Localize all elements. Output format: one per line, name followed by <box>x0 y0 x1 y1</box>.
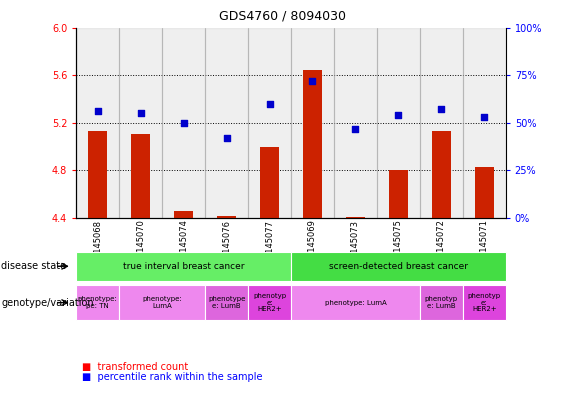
Bar <box>248 28 291 218</box>
Text: phenotyp
e:
HER2+: phenotyp e: HER2+ <box>253 293 286 312</box>
Point <box>351 125 360 132</box>
Bar <box>76 28 119 218</box>
Text: phenotype
e: LumB: phenotype e: LumB <box>208 296 245 309</box>
Text: disease state: disease state <box>1 261 66 271</box>
Point <box>394 112 403 118</box>
Bar <box>377 28 420 218</box>
Bar <box>205 28 248 218</box>
Text: phenotyp
e:
HER2+: phenotyp e: HER2+ <box>468 293 501 312</box>
Text: screen-detected breast cancer: screen-detected breast cancer <box>329 262 468 271</box>
Text: genotype/variation: genotype/variation <box>1 298 94 308</box>
Text: GDS4760 / 8094030: GDS4760 / 8094030 <box>219 10 346 23</box>
Bar <box>174 211 193 218</box>
Point <box>437 107 446 113</box>
Bar <box>119 28 162 218</box>
Bar <box>432 131 451 218</box>
Point <box>179 119 188 126</box>
Text: phenotyp
e: LumB: phenotyp e: LumB <box>425 296 458 309</box>
Text: ■  transformed count: ■ transformed count <box>82 362 188 373</box>
Bar <box>162 28 205 218</box>
Bar <box>260 147 279 218</box>
Bar <box>475 167 494 218</box>
Bar <box>131 134 150 218</box>
Bar <box>334 28 377 218</box>
Bar <box>346 217 365 218</box>
Text: phenotype: LumA: phenotype: LumA <box>324 299 386 306</box>
Bar <box>420 28 463 218</box>
Bar <box>303 70 322 218</box>
Bar <box>463 28 506 218</box>
Text: true interval breast cancer: true interval breast cancer <box>123 262 245 271</box>
Point <box>93 108 102 114</box>
Point <box>136 110 145 116</box>
Point <box>265 101 274 107</box>
Text: phenotype:
pe: TN: phenotype: pe: TN <box>78 296 118 309</box>
Point <box>222 135 231 141</box>
Bar <box>291 28 334 218</box>
Bar <box>88 131 107 218</box>
Point <box>480 114 489 120</box>
Text: phenotype:
LumA: phenotype: LumA <box>142 296 182 309</box>
Bar <box>217 216 236 218</box>
Bar <box>389 171 408 218</box>
Text: ■  percentile rank within the sample: ■ percentile rank within the sample <box>82 372 262 382</box>
Point <box>308 78 317 84</box>
